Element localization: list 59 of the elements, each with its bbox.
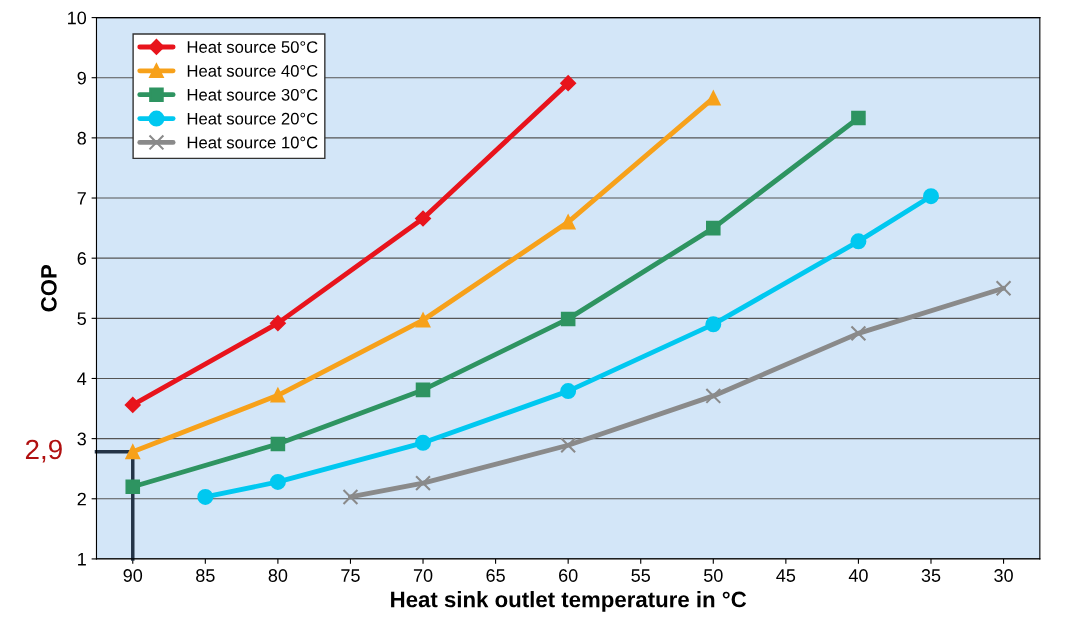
point bbox=[560, 75, 577, 92]
point bbox=[850, 325, 867, 342]
x-tick-label: 45 bbox=[776, 569, 796, 582]
y-tick-label: 3 bbox=[77, 432, 86, 446]
point bbox=[850, 233, 867, 250]
legend-label: Heat source 50°C bbox=[187, 41, 318, 53]
point bbox=[923, 188, 939, 205]
point bbox=[415, 312, 431, 328]
point bbox=[560, 437, 577, 454]
point bbox=[560, 311, 576, 327]
point bbox=[706, 90, 721, 106]
y-tick-label: 4 bbox=[77, 372, 87, 386]
y-tick-label: 9 bbox=[77, 71, 86, 85]
point bbox=[270, 436, 286, 452]
point bbox=[342, 488, 359, 505]
point bbox=[197, 488, 214, 505]
y-tick-label: 1 bbox=[78, 553, 86, 566]
x-tick-label: 55 bbox=[631, 569, 651, 582]
x-tick-label: 40 bbox=[848, 569, 868, 582]
point bbox=[995, 280, 1012, 297]
y-tick-label: 10 bbox=[68, 11, 87, 25]
point bbox=[270, 388, 286, 403]
point bbox=[560, 214, 576, 230]
x-tick-label: 70 bbox=[413, 569, 433, 582]
point bbox=[125, 444, 141, 460]
y-tick-label: 8 bbox=[77, 131, 86, 145]
x-axis-title: Heat sink outlet temperature in °C bbox=[391, 591, 747, 612]
x-tick-label: 90 bbox=[123, 569, 143, 582]
x-tick-label: 65 bbox=[486, 569, 505, 582]
point bbox=[851, 110, 866, 126]
legend-label: Heat source 10°C bbox=[187, 136, 318, 149]
point bbox=[560, 383, 577, 400]
x-tick-label: 30 bbox=[994, 569, 1013, 582]
point bbox=[269, 473, 286, 490]
y-axis-title: COP bbox=[40, 264, 57, 312]
x-tick-label: 75 bbox=[341, 569, 360, 582]
x-tick-label: 60 bbox=[559, 569, 578, 582]
y-tick-label: 2 bbox=[77, 492, 86, 506]
x-tick-label: 80 bbox=[268, 569, 288, 582]
point bbox=[124, 397, 141, 413]
point bbox=[415, 210, 431, 227]
y-tick-label: 7 bbox=[77, 192, 86, 205]
point bbox=[125, 479, 141, 495]
legend-label: Heat source 20°C bbox=[187, 112, 318, 125]
y-tick-label: 6 bbox=[77, 252, 86, 265]
x-tick-label: 50 bbox=[703, 569, 723, 582]
point bbox=[705, 387, 722, 404]
legend-label: Heat source 40°C bbox=[187, 65, 318, 77]
point bbox=[415, 382, 431, 398]
x-tick-label: 85 bbox=[196, 569, 215, 582]
x-tick-label: 35 bbox=[921, 569, 941, 582]
point bbox=[415, 475, 432, 492]
legend-label: Heat source 30°C bbox=[187, 88, 318, 101]
point bbox=[415, 434, 432, 451]
annotation: 2,9 bbox=[25, 439, 62, 463]
y-tick-label: 5 bbox=[77, 312, 86, 326]
point bbox=[269, 315, 286, 332]
point bbox=[705, 316, 722, 333]
point bbox=[706, 220, 721, 236]
